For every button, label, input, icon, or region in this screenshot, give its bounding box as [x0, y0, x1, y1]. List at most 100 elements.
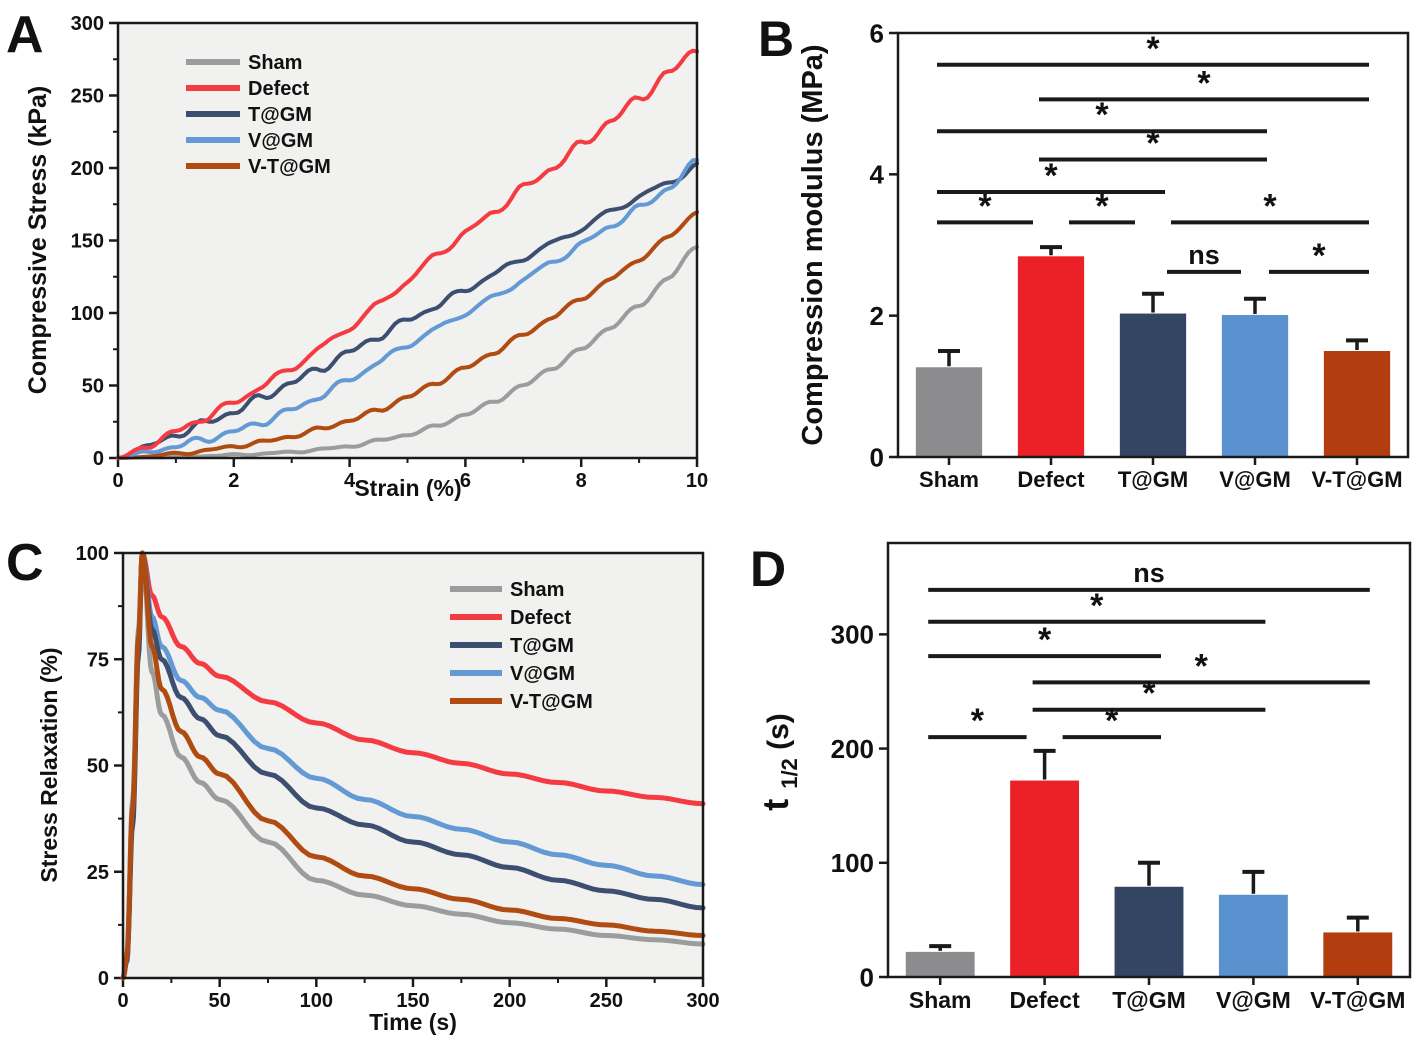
sig-label: *	[1263, 187, 1277, 225]
legend-item-v-t-gm: V-T@GM	[186, 156, 331, 178]
panel-letter-a: A	[6, 6, 44, 64]
bar-t-gm	[1114, 886, 1184, 977]
legend-item-t-gm: T@GM	[450, 635, 574, 657]
sig-bracket: *	[1069, 187, 1135, 225]
sig-bracket: *	[1039, 124, 1267, 162]
bar-v-gm	[1218, 894, 1288, 977]
error-bar-sham	[938, 349, 960, 367]
bar-v-t-gm	[1323, 351, 1391, 457]
x-tick-label: 2	[228, 470, 239, 492]
error-bar-defect	[1040, 245, 1062, 256]
bar-sham	[915, 367, 983, 457]
y-tick-label: 300	[831, 620, 874, 650]
sig-label: *	[1146, 30, 1160, 68]
legend-label: Defect	[248, 78, 309, 100]
y-tick-label: 100	[71, 303, 104, 325]
panel-letter-b: B	[758, 11, 794, 67]
legend-item-sham: Sham	[450, 579, 564, 601]
sig-label: *	[1038, 621, 1052, 659]
error-bar-v-t-gm	[1346, 338, 1368, 350]
y-axis-title: Stress Relaxation (%)	[36, 647, 62, 882]
y-tick-label: 100	[831, 848, 874, 878]
bar-v-t-gm	[1323, 932, 1393, 977]
sig-label: *	[1095, 96, 1109, 134]
x-tick-label: 8	[576, 470, 587, 492]
legend-item-v-t-gm: V-T@GM	[450, 691, 593, 713]
legend-item-defect: Defect	[186, 78, 309, 100]
sig-bracket: *	[1269, 237, 1369, 275]
y-tick-label: 25	[87, 862, 109, 884]
legend-label: Defect	[510, 607, 571, 629]
x-tick-label: 4	[344, 470, 356, 492]
x-tick-label: 6	[460, 470, 471, 492]
x-tick-label: 250	[590, 990, 623, 1012]
sig-bracket: *	[1032, 647, 1370, 685]
bar-sham	[905, 951, 975, 977]
y-tick-label: 6	[870, 18, 884, 48]
sig-label: *	[978, 187, 992, 225]
bar-v-gm	[1221, 314, 1289, 457]
x-category-label: V@GM	[1216, 987, 1291, 1013]
sig-label: *	[1195, 647, 1209, 685]
x-axis-title: Time (s)	[369, 1009, 457, 1035]
series-line-v-gm	[116, 158, 699, 460]
legend: Sham Defect T@GM V@GM V-T@GM	[450, 579, 593, 713]
x-tick-label: 10	[686, 470, 708, 492]
x-tick-label: 0	[117, 990, 128, 1012]
x-tick-label: 100	[300, 990, 333, 1012]
x-tick-label: 50	[209, 990, 231, 1012]
sig-label: *	[1090, 587, 1104, 625]
sig-label: *	[971, 702, 985, 740]
sig-label: *	[1197, 64, 1211, 102]
y-tick-label: 50	[87, 756, 109, 778]
legend-label: V@GM	[248, 130, 313, 152]
plot-frame	[116, 21, 699, 460]
sig-label: *	[1105, 702, 1119, 740]
y-tick-label: 4	[870, 160, 885, 190]
series-line-defect	[116, 48, 699, 460]
y-tick-label: 200	[71, 158, 104, 180]
legend-item-t-gm: T@GM	[186, 104, 312, 126]
y-tick-label: 50	[82, 376, 104, 398]
error-bar-v-t-gm	[1346, 915, 1369, 932]
error-bar-v-gm	[1244, 296, 1266, 314]
y-tick-label: 0	[870, 442, 884, 472]
y-tick-label: 250	[71, 86, 104, 108]
y-tick-label: 75	[87, 649, 109, 671]
sig-bracket: ns	[928, 558, 1370, 592]
panel-d: 0 100 200 300 Sham Defect T@GM V@GM V-T@GM ns * * * *…	[750, 541, 1412, 1013]
series-line-sham	[116, 245, 699, 460]
legend-label: Sham	[248, 52, 302, 74]
x-category-label: Defect	[1017, 467, 1085, 492]
y-tick-label: 0	[860, 962, 874, 992]
plot-frame	[121, 551, 705, 980]
plot-frame	[886, 541, 1412, 979]
y-tick-label: 0	[98, 968, 109, 990]
sig-bracket: *	[937, 157, 1165, 195]
y-axis-title: t 1/2 (s)	[755, 713, 802, 811]
x-category-label: V-T@GM	[1311, 467, 1402, 492]
x-tick-label: 150	[396, 990, 429, 1012]
series-line-t-gm	[116, 161, 699, 460]
sig-bracket: *	[1032, 675, 1266, 713]
legend-item-v-gm: V@GM	[186, 130, 313, 152]
sig-bracket: *	[937, 30, 1369, 68]
error-bar-t-gm	[1138, 860, 1160, 886]
bar-t-gm	[1119, 313, 1187, 457]
legend-item-sham: Sham	[186, 52, 302, 74]
sig-label: *	[1146, 124, 1160, 162]
y-axis-title: Compressive Stress (kPa)	[24, 86, 52, 394]
sig-bracket: *	[1171, 187, 1369, 225]
x-tick-label: 0	[112, 470, 123, 492]
sig-label: ns	[1188, 240, 1220, 270]
panel-c: 0 50 100 150 200 250 300 0 25 50 75 100 Stress Relax…	[6, 534, 720, 1035]
plot-frame	[896, 31, 1410, 459]
sig-label: *	[1044, 157, 1058, 195]
legend-label: V@GM	[510, 663, 575, 685]
error-bar-defect	[1033, 748, 1056, 780]
legend-label: V-T@GM	[510, 691, 593, 713]
bar-defect	[1017, 256, 1085, 457]
